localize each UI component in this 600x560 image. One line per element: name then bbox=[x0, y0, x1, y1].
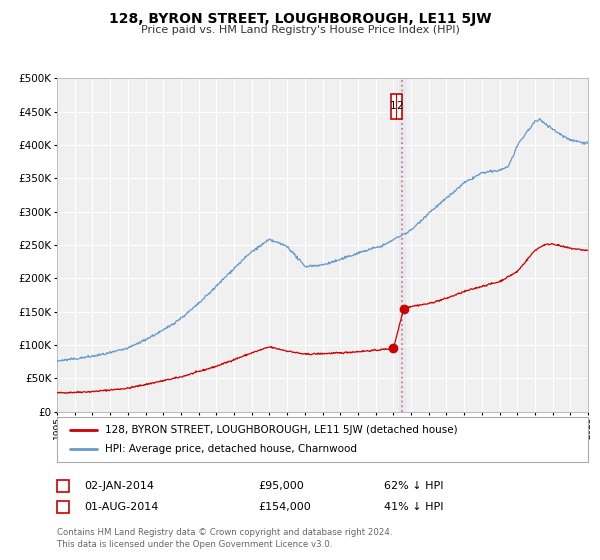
Text: Contains HM Land Registry data © Crown copyright and database right 2024.
This d: Contains HM Land Registry data © Crown c… bbox=[57, 528, 392, 549]
Text: 2: 2 bbox=[396, 101, 403, 111]
Text: 128, BYRON STREET, LOUGHBOROUGH, LE11 5JW (detached house): 128, BYRON STREET, LOUGHBOROUGH, LE11 5J… bbox=[105, 424, 457, 435]
Text: 1: 1 bbox=[59, 481, 67, 491]
Text: £95,000: £95,000 bbox=[258, 481, 304, 491]
FancyBboxPatch shape bbox=[391, 94, 402, 119]
Text: 01-AUG-2014: 01-AUG-2014 bbox=[85, 502, 158, 512]
Text: 41% ↓ HPI: 41% ↓ HPI bbox=[384, 502, 443, 512]
Text: 02-JAN-2014: 02-JAN-2014 bbox=[85, 481, 154, 491]
Text: 1: 1 bbox=[390, 101, 397, 111]
Bar bbox=[400, 78, 405, 412]
Text: 62% ↓ HPI: 62% ↓ HPI bbox=[384, 481, 443, 491]
Text: Price paid vs. HM Land Registry's House Price Index (HPI): Price paid vs. HM Land Registry's House … bbox=[140, 25, 460, 35]
Text: 128, BYRON STREET, LOUGHBOROUGH, LE11 5JW: 128, BYRON STREET, LOUGHBOROUGH, LE11 5J… bbox=[109, 12, 491, 26]
Text: HPI: Average price, detached house, Charnwood: HPI: Average price, detached house, Char… bbox=[105, 445, 357, 455]
Text: £154,000: £154,000 bbox=[258, 502, 311, 512]
Text: 2: 2 bbox=[59, 502, 67, 512]
